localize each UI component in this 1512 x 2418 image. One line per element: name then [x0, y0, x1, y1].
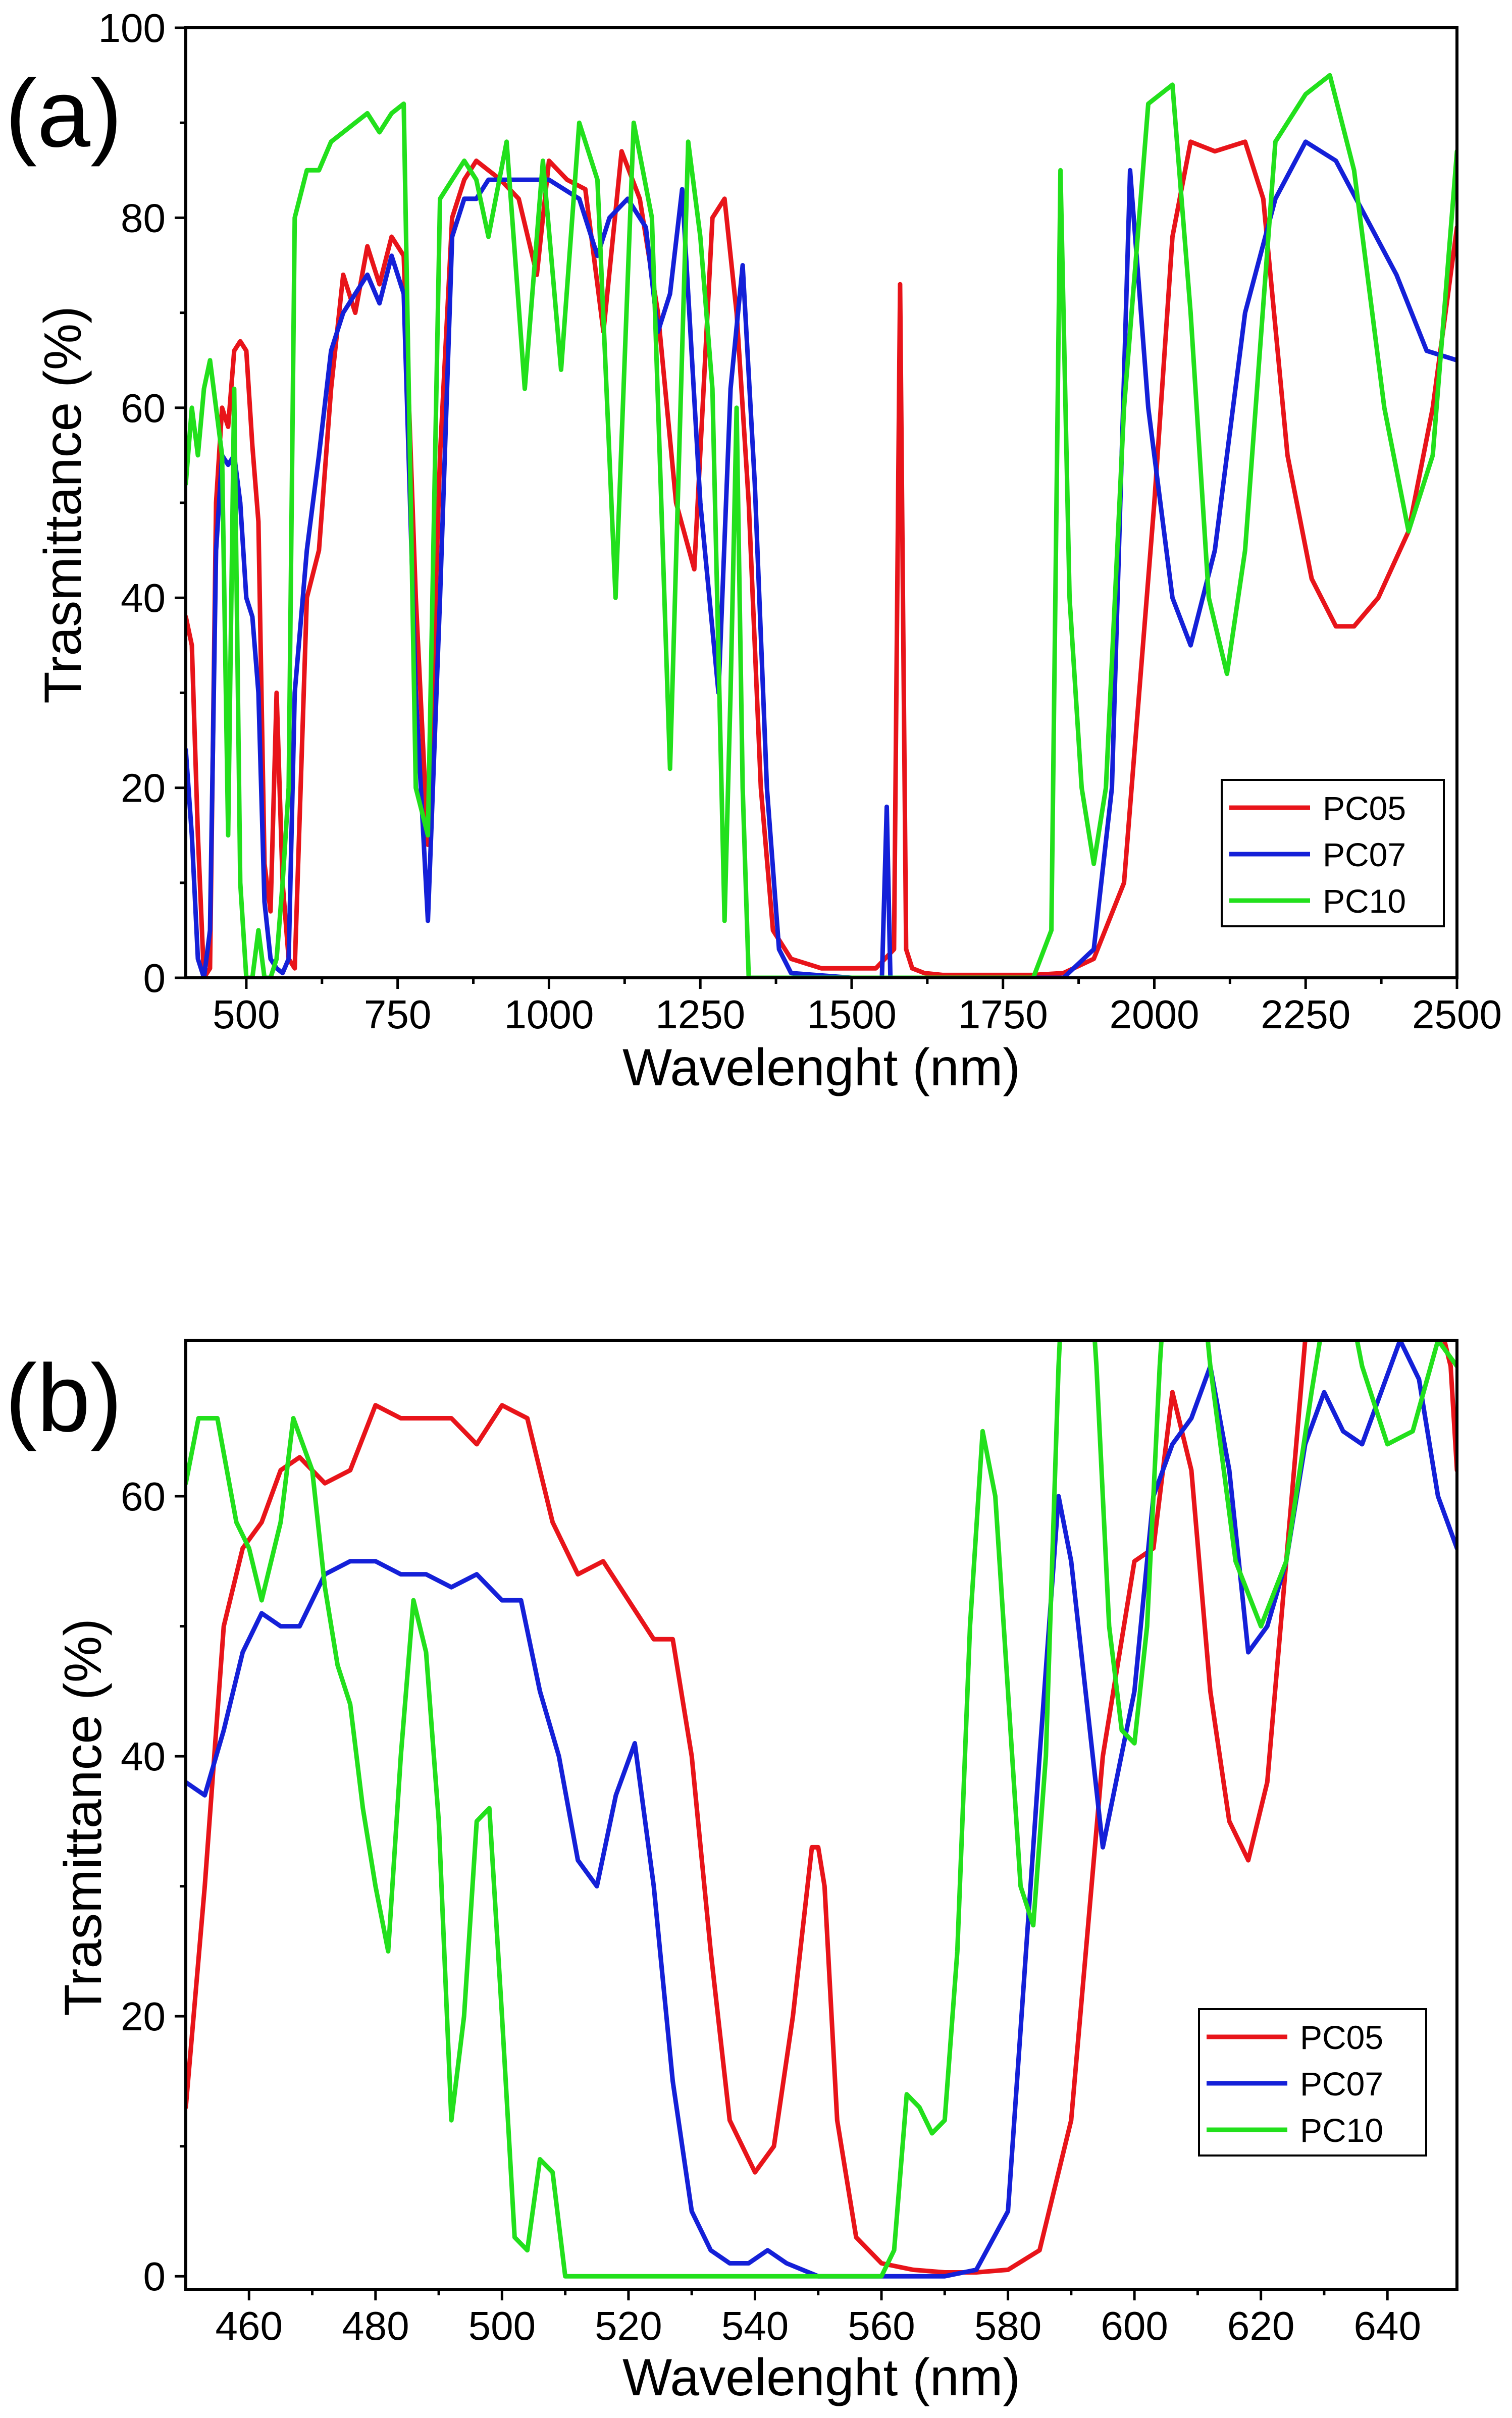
- legend-label: PC07: [1323, 836, 1406, 873]
- legend-label: PC05: [1323, 790, 1406, 827]
- x-tick-label: 1500: [807, 992, 897, 1037]
- x-tick-label: 600: [1101, 2303, 1168, 2348]
- series-line-pc10: [186, 1340, 1457, 2279]
- x-tick-label: 500: [213, 992, 280, 1037]
- x-tick-label: 1000: [504, 992, 594, 1037]
- legend-label: PC05: [1300, 2019, 1383, 2056]
- panel-label: (b): [5, 1345, 122, 1452]
- x-tick-label: 540: [721, 2303, 789, 2348]
- series-line-pc05: [186, 1340, 1457, 2275]
- y-tick-label: 100: [98, 6, 166, 50]
- legend: PC05 PC07 PC10: [1198, 2008, 1427, 2157]
- y-tick-label: 60: [121, 1474, 166, 1519]
- legend-label: PC10: [1323, 882, 1406, 920]
- x-tick-label: 560: [848, 2303, 915, 2348]
- x-tick-label: 2500: [1412, 992, 1502, 1037]
- x-tick-label: 1250: [655, 992, 745, 1037]
- x-tick-label: 1750: [958, 992, 1048, 1037]
- y-tick-label: 40: [121, 1734, 166, 1779]
- x-tick-label: 580: [974, 2303, 1041, 2348]
- x-axis-title: Wavelenght (nm): [622, 1038, 1020, 1097]
- x-axis-title: Wavelenght (nm): [622, 2348, 1020, 2407]
- x-tick-label: 520: [595, 2303, 662, 2348]
- y-tick-label: 20: [121, 1994, 166, 2039]
- x-tick-label: 620: [1227, 2303, 1294, 2348]
- legend-label: PC07: [1300, 2065, 1383, 2102]
- panel-label: (a): [5, 60, 122, 167]
- x-tick-label: 460: [216, 2303, 283, 2348]
- y-tick-label: 40: [121, 575, 166, 620]
- x-tick-label: 640: [1353, 2303, 1421, 2348]
- legend-label: PC10: [1300, 2112, 1383, 2149]
- x-axis: 460 480 500 520 540 560 580 600 620 640: [216, 2289, 1421, 2348]
- x-tick-label: 500: [468, 2303, 536, 2348]
- series-line-pc10: [186, 73, 1457, 978]
- x-tick-label: 480: [342, 2303, 409, 2348]
- y-tick-label: 0: [143, 956, 166, 1001]
- plot-frame: [184, 1339, 1458, 2291]
- y-axis-title: Trasmittance (%): [54, 1618, 113, 2016]
- y-tick-label: 20: [121, 766, 166, 811]
- chart-panel-b: (b) 460 480 500 520 540 560 580 600 620 640 0 20 40…: [5, 1339, 1458, 2407]
- series-group: [186, 73, 1457, 978]
- y-axis-title: Trasmittance (%): [34, 306, 92, 704]
- y-tick-label: 60: [121, 386, 166, 431]
- series-group: [186, 1340, 1457, 2279]
- legend: PC05 PC07 PC10: [1221, 779, 1445, 927]
- chart-panel-a: (a) 500 750 1000 1250 1500 1750 2000 2250 2500 0…: [5, 6, 1502, 1097]
- y-tick-label: 0: [143, 2254, 166, 2299]
- y-axis: 0 20 40 60 80 100: [98, 6, 186, 1001]
- x-tick-label: 750: [364, 992, 431, 1037]
- y-tick-label: 80: [121, 195, 166, 240]
- x-tick-label: 2250: [1261, 992, 1350, 1037]
- x-axis: 500 750 1000 1250 1500 1750 2000 2250 2500: [213, 978, 1502, 1037]
- y-axis: 0 20 40 60: [121, 1474, 186, 2299]
- x-tick-label: 2000: [1109, 992, 1199, 1037]
